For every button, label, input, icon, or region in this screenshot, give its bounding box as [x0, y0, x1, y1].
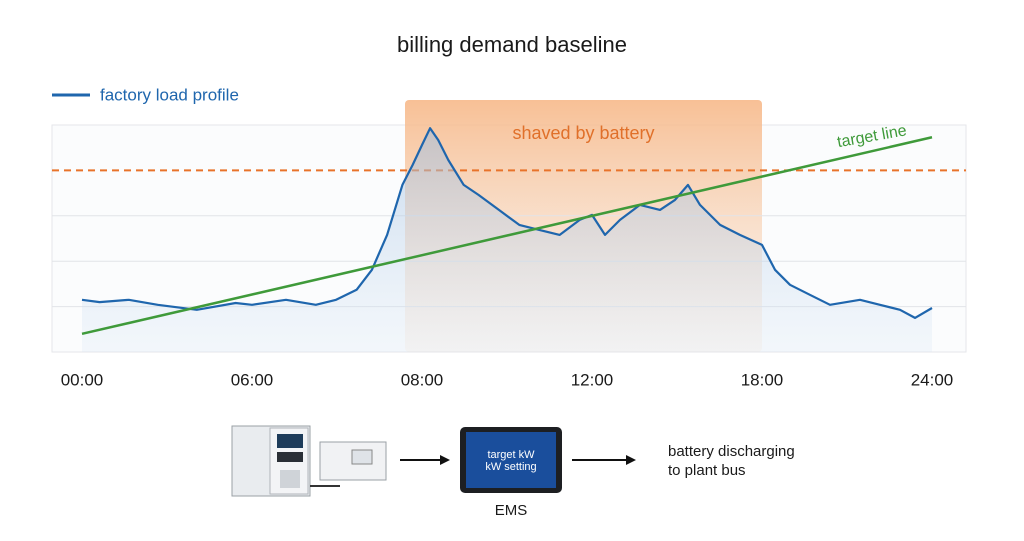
screen-text: kW setting — [485, 461, 536, 473]
x-tick-label: 18:00 — [741, 370, 784, 389]
result-text: battery discharging — [668, 443, 795, 460]
x-tick-label: 12:00 — [571, 370, 614, 389]
device-label: EMS — [495, 502, 528, 519]
x-tick-label: 08:00 — [401, 370, 444, 389]
target-line — [81, 136, 933, 336]
battery-cabinet — [231, 425, 387, 497]
chart-title: billing demand baseline — [397, 32, 627, 57]
ems-screen — [466, 432, 556, 488]
arrow-head — [440, 455, 450, 465]
x-tick-label: 00:00 — [61, 370, 104, 389]
screen-text: target kW — [487, 449, 535, 461]
x-tick-label: 06:00 — [231, 370, 274, 389]
shaded-label: shaved by battery — [512, 123, 654, 143]
legend-label: factory load profile — [100, 85, 239, 104]
arrow-head — [626, 455, 636, 465]
area-fill — [82, 128, 932, 352]
result-text: to plant bus — [668, 462, 746, 479]
load-line — [81, 127, 933, 319]
x-tick-label: 24:00 — [911, 370, 954, 389]
